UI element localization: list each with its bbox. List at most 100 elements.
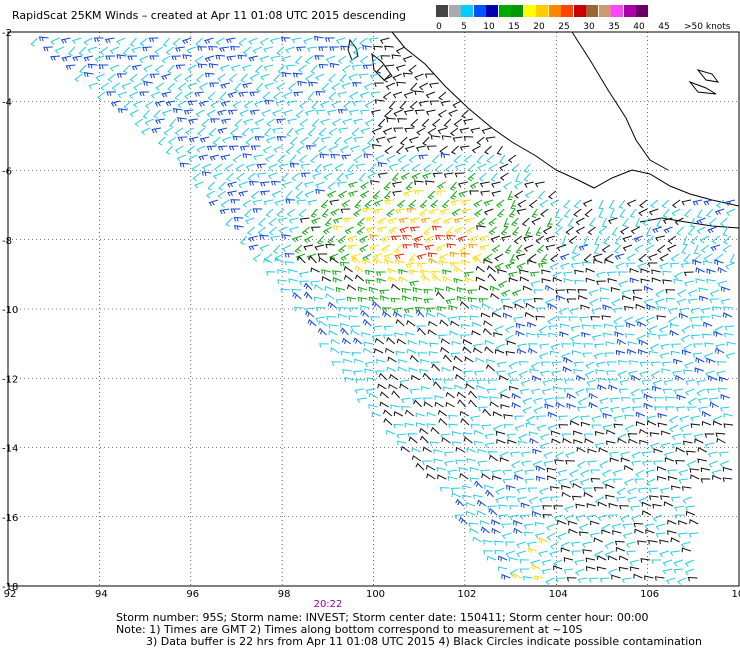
wind-barb xyxy=(719,406,730,412)
wind-barb xyxy=(291,288,302,294)
wind-barb xyxy=(353,118,363,125)
wind-barb xyxy=(307,319,317,327)
wind-barb xyxy=(659,325,669,333)
wind-barb xyxy=(568,316,578,322)
wind-barb xyxy=(561,491,571,498)
wind-barb xyxy=(273,145,283,153)
wind-barb xyxy=(423,401,433,408)
wind-barb xyxy=(725,262,735,270)
wind-barb xyxy=(363,341,373,347)
wind-barb xyxy=(177,100,187,109)
wind-barb xyxy=(543,397,554,404)
wind-barb xyxy=(527,259,537,265)
wind-barb xyxy=(315,306,326,312)
wind-barb xyxy=(373,45,383,51)
wind-barb xyxy=(409,388,420,394)
wind-barb xyxy=(534,575,544,581)
wind-barb xyxy=(706,388,717,394)
wind-barb xyxy=(562,437,572,444)
wind-barb xyxy=(405,331,415,337)
wind-barb xyxy=(213,172,223,180)
wind-barb xyxy=(502,478,513,484)
wind-barb xyxy=(428,320,438,327)
wind-barb xyxy=(359,244,369,253)
wind-barb xyxy=(556,294,566,301)
wind-barb xyxy=(502,469,513,475)
wind-barb xyxy=(365,279,375,285)
wind-barb xyxy=(596,271,606,278)
wind-barb xyxy=(491,244,501,253)
wind-barb xyxy=(343,358,353,364)
wind-barb xyxy=(308,81,318,87)
wind-barb xyxy=(336,181,347,188)
wind-barb xyxy=(669,262,680,268)
wind-barb xyxy=(300,172,311,178)
wind-barb xyxy=(265,154,275,163)
wind-barb xyxy=(681,349,692,356)
wind-barb xyxy=(447,476,458,481)
wind-barb xyxy=(489,396,499,401)
wind-barb xyxy=(564,514,575,522)
wind-barb xyxy=(263,257,273,264)
wind-barb xyxy=(590,469,601,474)
wind-barb xyxy=(383,190,392,200)
wind-barb xyxy=(499,451,509,459)
wind-barb xyxy=(478,285,489,291)
wind-barb xyxy=(434,163,443,173)
wind-barb xyxy=(491,312,502,318)
wind-barb xyxy=(278,163,289,170)
wind-barb xyxy=(318,145,327,154)
scale-label: 30 xyxy=(583,22,595,32)
wind-barb xyxy=(522,575,533,581)
wind-barb xyxy=(606,361,617,366)
wind-barb xyxy=(506,433,517,439)
wind-barb xyxy=(459,145,470,151)
wind-barb xyxy=(351,64,362,71)
wind-barb xyxy=(688,532,699,538)
wind-barb xyxy=(641,379,652,385)
wind-barb xyxy=(608,384,618,391)
wind-barb xyxy=(341,199,351,208)
wind-barb xyxy=(532,448,542,455)
wind-barb xyxy=(299,280,309,286)
wind-barb xyxy=(144,100,154,109)
wind-barb xyxy=(405,181,413,191)
wind-barb xyxy=(655,523,666,531)
wind-barb xyxy=(349,91,359,100)
wind-barb xyxy=(398,276,409,283)
wind-barb xyxy=(491,527,501,534)
wind-barb xyxy=(666,244,677,253)
wind-barb xyxy=(382,91,392,100)
wind-barb xyxy=(445,226,453,236)
wind-barb xyxy=(484,339,494,345)
wind-barb xyxy=(228,145,239,151)
wind-barb xyxy=(614,540,625,546)
wind-barb xyxy=(233,216,244,222)
wind-barb xyxy=(278,226,288,234)
wind-barb xyxy=(454,514,465,520)
wind-barb xyxy=(681,486,692,491)
wind-barb xyxy=(652,226,662,234)
wind-barb xyxy=(248,244,259,251)
wind-barb xyxy=(710,244,721,252)
wind-barb xyxy=(234,224,244,231)
wind-barb xyxy=(235,163,245,172)
wind-barb xyxy=(154,46,164,55)
wind-barb xyxy=(664,451,674,458)
wind-barb xyxy=(669,323,680,329)
wind-barb xyxy=(593,550,604,559)
wind-barb xyxy=(638,253,647,263)
wind-barb xyxy=(370,109,381,116)
wind-barb xyxy=(445,401,455,408)
wind-barb xyxy=(429,342,439,348)
wind-barb xyxy=(470,415,480,422)
wind-barb xyxy=(169,118,177,128)
wind-barb xyxy=(422,136,430,146)
wind-barb xyxy=(142,46,152,52)
wind-barb xyxy=(440,433,451,439)
wind-barb xyxy=(547,316,557,325)
y-tick-label: -8 xyxy=(2,236,12,247)
wind-barb xyxy=(241,64,252,72)
wind-barb xyxy=(549,550,559,558)
wind-barb xyxy=(693,343,703,348)
